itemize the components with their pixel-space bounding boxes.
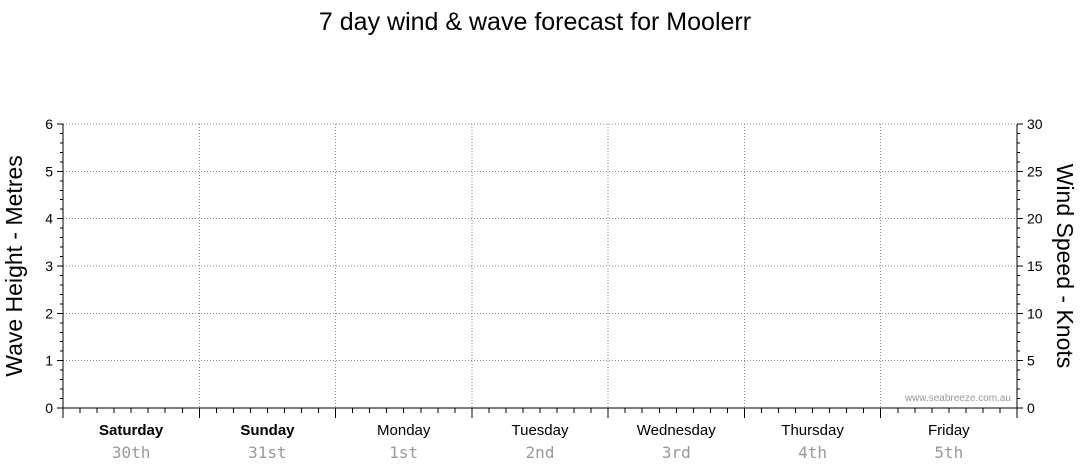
- day-name-label: Wednesday: [637, 422, 716, 439]
- right-tick-label: 15: [1027, 258, 1043, 274]
- right-tick-label: 0: [1027, 400, 1035, 416]
- day-name-label: Tuesday: [512, 422, 569, 439]
- left-tick-label: 4: [45, 211, 53, 227]
- left-tick-label: 1: [45, 353, 53, 369]
- day-name-label: Monday: [377, 422, 431, 439]
- left-tick-label: 6: [45, 116, 53, 132]
- right-tick-label: 30: [1027, 116, 1043, 132]
- day-name-label: Saturday: [99, 422, 164, 439]
- day-date-label: 2nd: [526, 443, 555, 462]
- right-tick-label: 5: [1027, 353, 1035, 369]
- left-tick-label: 5: [45, 163, 53, 179]
- right-tick-label: 10: [1027, 305, 1043, 321]
- tick-labels: 0 1 2 3 4 5 6 0 5 10 15 20 25 30: [45, 116, 1043, 416]
- right-axis-title: Wind Speed - Knots: [1052, 164, 1078, 369]
- day-date-label: 30th: [112, 443, 151, 462]
- left-tick-label: 2: [45, 305, 53, 321]
- right-tick-label: 25: [1027, 163, 1043, 179]
- day-date-label: 31st: [248, 443, 287, 462]
- day-date-label: 3rd: [662, 443, 691, 462]
- watermark-text: www.seabreeze.com.au: [904, 393, 1011, 404]
- axes: [57, 123, 1023, 418]
- day-name-label: Thursday: [781, 422, 844, 439]
- day-name-label: Friday: [928, 422, 970, 439]
- day-date-label: 5th: [934, 443, 963, 462]
- day-name-label: Sunday: [240, 422, 295, 439]
- day-labels: Saturday 30th Sunday 31st Monday 1st Tuesday 2n…: [99, 422, 970, 462]
- day-date-label: 1st: [389, 443, 418, 462]
- chart-title: 7 day wind & wave forecast for Moolerr: [319, 8, 751, 36]
- grid: [63, 123, 1017, 408]
- day-date-label: 4th: [798, 443, 827, 462]
- left-tick-label: 0: [45, 400, 53, 416]
- right-tick-label: 20: [1027, 211, 1043, 227]
- left-tick-label: 3: [45, 258, 53, 274]
- left-axis-title: Wave Height - Metres: [1, 155, 27, 377]
